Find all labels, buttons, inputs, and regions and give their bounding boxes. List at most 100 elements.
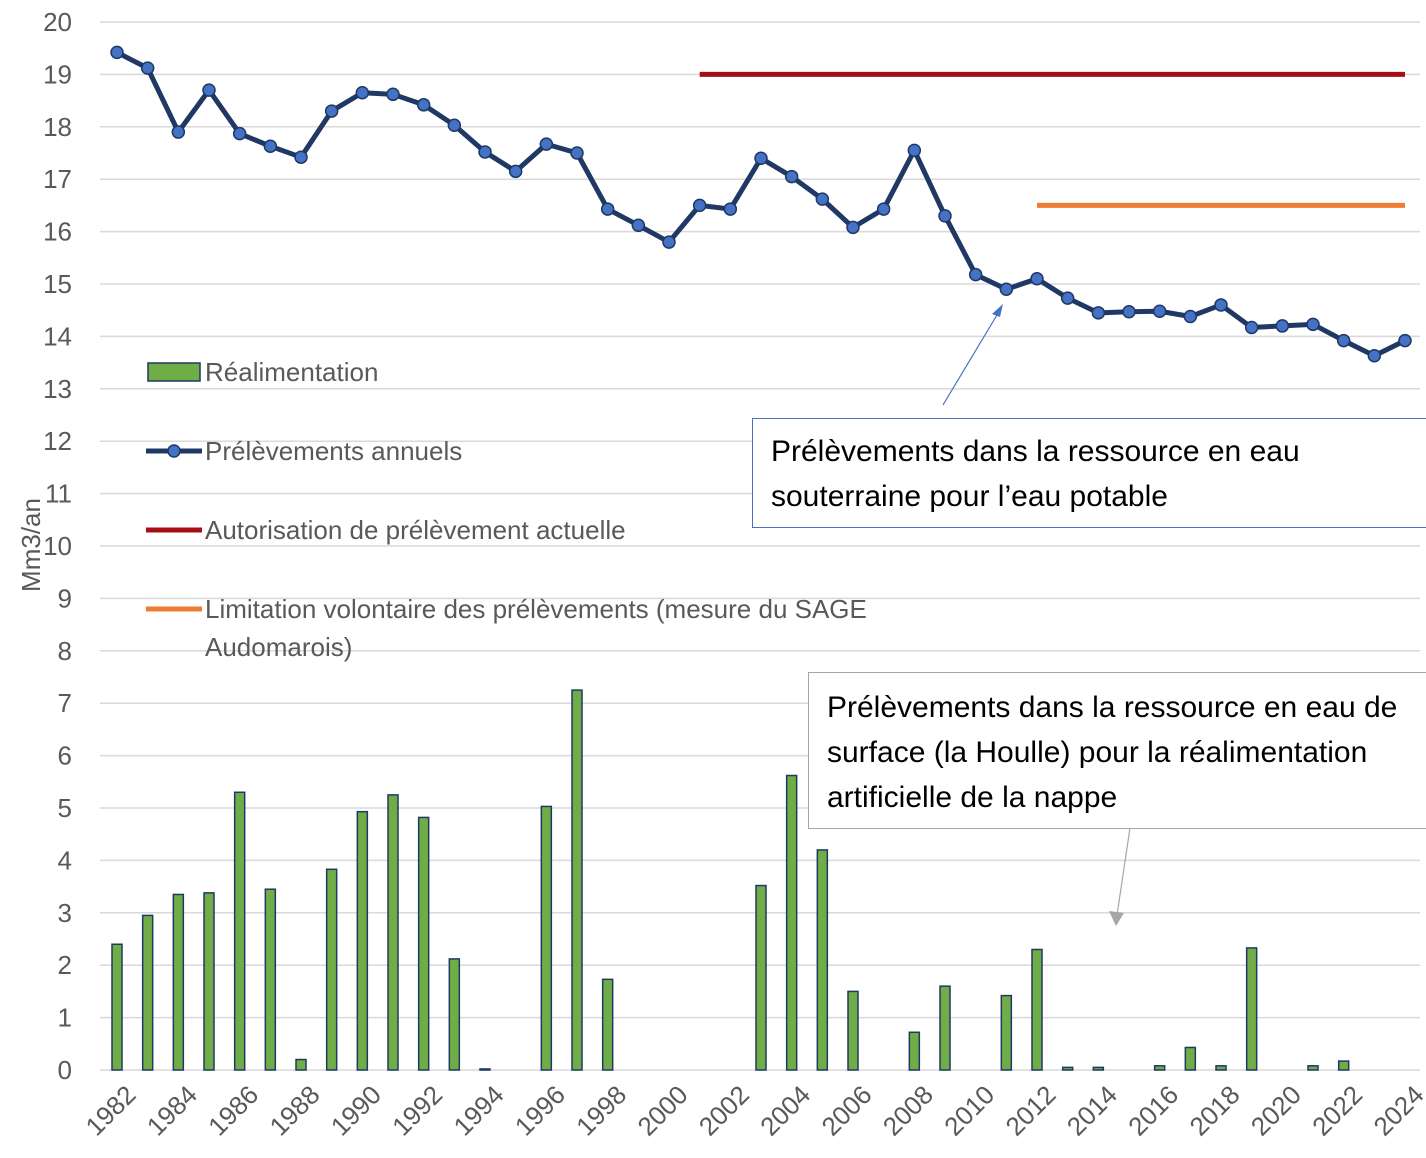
x-tick-label: 2008 (877, 1079, 939, 1141)
marker (232, 126, 247, 141)
x-tick-label: 2004 (754, 1079, 816, 1141)
marker (692, 198, 707, 213)
marker (784, 169, 799, 184)
x-tick-label: 1992 (386, 1079, 448, 1141)
x-tick-label: 1982 (79, 1079, 141, 1141)
x-tick-label: 2018 (1183, 1079, 1245, 1141)
bar (1307, 1065, 1319, 1071)
x-tick-label: 1996 (509, 1079, 571, 1141)
marker (539, 137, 554, 151)
y-tick-label: 20 (43, 7, 72, 37)
marker (386, 87, 400, 102)
marker (1122, 305, 1136, 319)
bar (540, 805, 553, 1071)
marker (110, 45, 124, 60)
marker (1030, 272, 1044, 286)
marker (1091, 306, 1106, 320)
x-tick-label: 1994 (447, 1079, 509, 1141)
bar (816, 849, 829, 1071)
bar (1184, 1046, 1197, 1071)
bar (356, 810, 369, 1071)
marker (938, 209, 952, 223)
x-tick-label: 1984 (141, 1079, 203, 1141)
marker (968, 267, 983, 282)
y-axis-label: Mm3/an (16, 498, 46, 592)
marker (263, 139, 278, 153)
bar (601, 978, 614, 1071)
x-tick-label: 2022 (1306, 1079, 1368, 1141)
y-tick-label: 8 (58, 636, 72, 666)
y-tick-label: 18 (43, 112, 72, 142)
bar (1092, 1066, 1105, 1071)
bar (295, 1058, 307, 1071)
marker (508, 164, 523, 179)
marker (478, 145, 492, 159)
marker (1244, 320, 1259, 335)
arrow (942, 309, 1001, 406)
y-tick-label: 1 (58, 1003, 72, 1033)
y-tick-label: 13 (43, 374, 72, 404)
bar (785, 774, 798, 1071)
x-tick-label: 2012 (999, 1079, 1061, 1141)
x-tick-label: 2010 (938, 1079, 1000, 1141)
x-tick-label: 1986 (202, 1079, 264, 1141)
y-tick-label: 17 (43, 164, 72, 194)
bar (1061, 1066, 1074, 1071)
x-tick-label: 1998 (570, 1079, 632, 1141)
marker (140, 61, 155, 75)
bar (448, 958, 461, 1071)
x-tick-label: 2006 (815, 1079, 877, 1141)
y-tick-label: 12 (43, 426, 72, 456)
bar (847, 990, 859, 1071)
bar (264, 888, 277, 1071)
legend-swatch (147, 362, 201, 382)
x-tick-label: 2014 (1061, 1079, 1123, 1141)
bar (755, 884, 767, 1071)
y-tick-label: 3 (58, 898, 72, 928)
bar (1153, 1065, 1166, 1071)
y-tick-label: 9 (58, 583, 72, 613)
marker (171, 125, 186, 139)
marker (999, 282, 1014, 296)
marker (1214, 298, 1228, 312)
marker (1275, 319, 1290, 333)
marker (631, 218, 646, 233)
x-tick-label: 2000 (631, 1079, 693, 1141)
y-tick-label: 0 (58, 1055, 72, 1085)
x-tick-label: 2020 (1245, 1079, 1307, 1141)
legend-label: Autorisation de prélèvement actuelle (205, 515, 626, 545)
bar (1337, 1060, 1350, 1071)
y-tick-label: 19 (43, 59, 72, 89)
marker (355, 85, 370, 100)
y-tick-label: 4 (58, 845, 72, 875)
bar (233, 791, 246, 1071)
bar (325, 868, 338, 1071)
marker (570, 146, 584, 160)
bar (172, 893, 185, 1071)
bar (1000, 994, 1013, 1071)
marker (324, 104, 339, 118)
y-tick-label: 7 (58, 688, 72, 718)
x-tick-label: 1988 (263, 1079, 325, 1141)
arrow-head (992, 304, 1003, 317)
marker (846, 220, 860, 235)
legend-label: Prélèvements annuels (205, 436, 463, 466)
bar (479, 1068, 491, 1071)
arrow (1116, 827, 1131, 916)
annotation: Prélèvements dans la ressource en eau so… (752, 418, 1426, 528)
bar (908, 1031, 921, 1071)
marker (416, 98, 431, 112)
bar (203, 892, 215, 1071)
marker (1398, 333, 1412, 348)
x-tick-label: 2016 (1122, 1079, 1184, 1141)
bar (417, 816, 430, 1071)
marker (907, 143, 922, 158)
y-tick-label: 15 (43, 269, 72, 299)
bar (571, 689, 583, 1071)
x-tick-label: 2024 (1367, 1079, 1426, 1141)
y-tick-label: 2 (58, 950, 72, 980)
marker (723, 202, 738, 216)
bar (1031, 948, 1043, 1071)
